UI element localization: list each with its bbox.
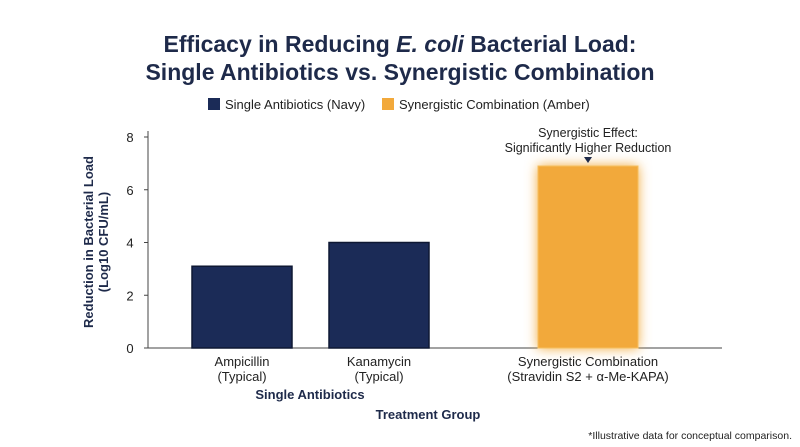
y-axis-title-line2: (Log10 CFU/mL)	[96, 192, 111, 292]
category-label-synergistic: Synergistic Combination	[518, 354, 658, 369]
bar-kanamycin	[328, 241, 430, 349]
bar-ampicillin	[191, 265, 293, 349]
legend-swatch-amber	[382, 98, 394, 110]
category-sublabel-ampicillin: (Typical)	[217, 369, 266, 384]
category-sublabel-kanamycin: (Typical)	[354, 369, 403, 384]
annotation-arrow-icon	[584, 157, 592, 163]
y-tick-label: 4	[126, 236, 133, 251]
chart-title-line2: Single Antibiotics vs. Synergistic Combi…	[145, 59, 654, 85]
y-axis-title: Reduction in Bacterial Load (Log10 CFU/m…	[81, 156, 111, 328]
annotation-line1: Synergistic Effect:	[538, 126, 638, 140]
legend-label-synergistic: Synergistic Combination (Amber)	[399, 97, 590, 112]
chart-title-line1: Efficacy in Reducing E. coli Bacterial L…	[164, 31, 637, 57]
bar-synergistic	[537, 165, 639, 349]
y-tick-label: 8	[126, 130, 133, 145]
plot-area: 0 2 4 6 8	[126, 130, 722, 356]
annotation-line2: Significantly Higher Reduction	[505, 141, 672, 155]
y-axis-title-line1: Reduction in Bacterial Load	[81, 156, 96, 328]
category-label-kanamycin: Kanamycin	[347, 354, 411, 369]
y-tick-label: 6	[126, 183, 133, 198]
x-axis-title: Treatment Group	[376, 407, 481, 422]
legend-swatch-navy	[208, 98, 220, 110]
y-tick-label: 2	[126, 288, 133, 303]
legend-label-single: Single Antibiotics (Navy)	[225, 97, 365, 112]
legend: Single Antibiotics (Navy) Synergistic Co…	[208, 97, 590, 112]
footnote: *Illustrative data for conceptual compar…	[588, 430, 792, 442]
category-label-ampicillin: Ampicillin	[215, 354, 270, 369]
group-label-single-antibiotics: Single Antibiotics	[255, 387, 364, 402]
category-sublabel-synergistic: (Stravidin S2 + α-Me-KAPA)	[507, 369, 669, 384]
y-tick-label: 0	[126, 341, 133, 356]
